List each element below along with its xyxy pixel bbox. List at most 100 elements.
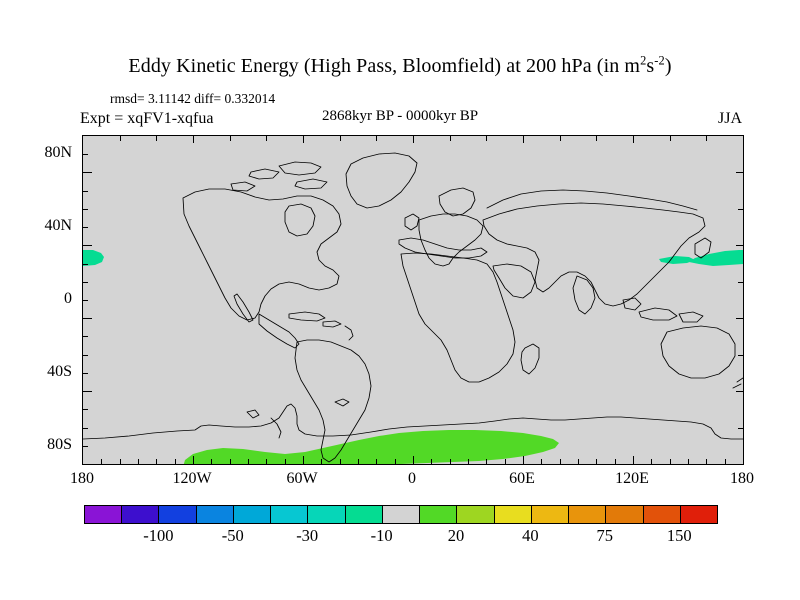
x-tick xyxy=(321,459,323,464)
colorbar-swatch xyxy=(531,506,570,523)
x-tick xyxy=(541,459,543,464)
y-tick-right xyxy=(736,245,743,247)
coastline-arctic-islands-b xyxy=(248,168,280,180)
coastline-japan xyxy=(694,237,712,259)
coastline-hispaniola xyxy=(322,320,342,328)
x-tick-top xyxy=(266,136,268,141)
x-tick xyxy=(724,459,726,464)
y-axis-label: 80S xyxy=(47,435,72,453)
x-tick-top xyxy=(449,136,451,141)
coastline-mediterranean xyxy=(398,237,488,259)
x-tick-top xyxy=(596,136,598,141)
x-axis-label: 60W xyxy=(286,470,318,487)
colorbar xyxy=(84,505,718,524)
x-tick xyxy=(504,459,506,464)
y-tick xyxy=(83,445,88,447)
region-southern-ocean-positive-band xyxy=(183,430,559,464)
x-tick xyxy=(119,459,121,464)
coastline-greenland xyxy=(345,152,418,209)
colorbar-swatch xyxy=(122,506,160,523)
x-axis-label: 120W xyxy=(172,470,212,487)
colorbar-tick-label: 20 xyxy=(447,526,465,545)
coastline-africa xyxy=(400,252,516,383)
y-tick xyxy=(83,154,88,156)
anomaly-shading-layer xyxy=(83,250,743,464)
x-tick xyxy=(284,459,286,464)
colorbar-tick-label: 75 xyxy=(596,526,614,545)
coastline-india xyxy=(572,275,596,315)
coastline-arabia xyxy=(492,263,536,299)
x-tick-top xyxy=(156,136,158,141)
colorbar-swatch-neutral xyxy=(382,506,421,523)
y-tick-right xyxy=(738,208,743,210)
coastline-indonesia-a xyxy=(638,307,678,321)
colorbar-swatch xyxy=(680,506,717,523)
y-tick xyxy=(83,227,88,229)
coastline-europe xyxy=(418,213,484,267)
y-tick xyxy=(83,208,88,210)
title-text-mid: s xyxy=(646,55,655,77)
coastline-siberia-north xyxy=(486,189,698,211)
y-tick xyxy=(83,354,88,356)
y-tick xyxy=(83,336,88,338)
colorbar-swatch xyxy=(85,506,123,523)
x-tick-top xyxy=(229,136,231,141)
y-tick-right xyxy=(736,172,743,174)
x-tick xyxy=(358,459,359,464)
x-tick-top xyxy=(559,136,561,141)
y-tick xyxy=(83,409,88,411)
colorbar-tick-label: 40 xyxy=(522,526,539,545)
coastline-arctic-islands-a xyxy=(278,161,322,176)
x-tick xyxy=(229,459,231,464)
map-plot-area xyxy=(82,135,744,465)
title-text-end: ) xyxy=(664,55,672,77)
coastline-new-zealand xyxy=(732,377,743,389)
colorbar-swatch xyxy=(159,506,197,523)
y-tick-right xyxy=(738,281,743,283)
colorbar-tick-label: -30 xyxy=(296,526,319,545)
x-axis-label: 180 xyxy=(730,470,754,487)
x-tick-top xyxy=(523,136,524,143)
x-tick-top xyxy=(486,136,488,141)
coastline-lesser-antilles xyxy=(344,325,354,341)
x-tick xyxy=(138,459,139,464)
y-tick-right xyxy=(736,391,743,393)
coastline-baja xyxy=(233,293,254,323)
x-tick xyxy=(394,459,396,464)
x-tick xyxy=(706,459,708,464)
y-tick-major xyxy=(83,318,92,320)
y-tick-right xyxy=(738,427,743,429)
x-tick-top xyxy=(193,136,194,143)
experiment-label: Expt = xqFV1-xqfua xyxy=(80,110,214,127)
y-tick xyxy=(83,372,88,374)
colorbar-tick-label: -10 xyxy=(370,526,393,545)
x-tick-major xyxy=(303,456,304,464)
x-tick xyxy=(174,459,176,464)
x-tick-top xyxy=(669,136,671,141)
y-tick xyxy=(83,300,88,301)
coastline-indonesia-b xyxy=(678,311,704,323)
y-tick xyxy=(83,190,88,192)
x-tick-top xyxy=(413,136,414,143)
coastline-indonesia-c xyxy=(622,297,642,311)
coastline-british-isles xyxy=(404,213,420,231)
colorbar-swatch xyxy=(345,506,383,523)
colorbar-swatch xyxy=(271,506,309,523)
coastline-south-georgia xyxy=(334,398,350,407)
coastline-australia xyxy=(660,325,736,379)
y-tick xyxy=(83,281,88,283)
colorbar-swatch xyxy=(420,506,458,523)
coastline-layer xyxy=(83,152,743,463)
coastline-antarctica xyxy=(83,403,743,440)
x-tick-top xyxy=(633,136,634,143)
coastline-arctic-islands-d xyxy=(230,181,256,192)
x-tick xyxy=(688,459,689,464)
coastline-antarctic-peninsula xyxy=(270,417,282,439)
x-tick xyxy=(468,459,469,464)
region-north-pacific-dateline-patch-east xyxy=(689,250,743,266)
colorbar-tick-label: -100 xyxy=(143,526,174,545)
region-north-pacific-dateline-patch-west xyxy=(83,250,104,266)
title-exponent-1: 2 xyxy=(640,53,647,68)
coastline-asia xyxy=(482,202,706,307)
x-tick xyxy=(614,459,616,464)
